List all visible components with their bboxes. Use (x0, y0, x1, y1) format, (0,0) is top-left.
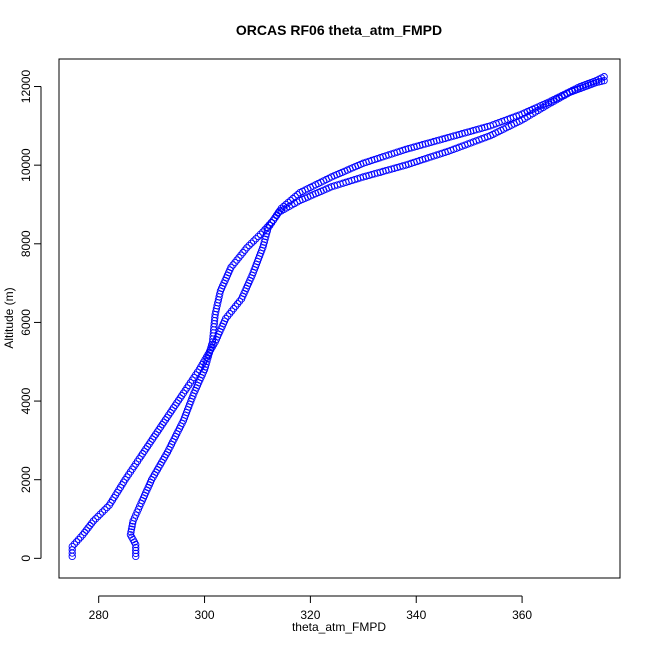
data-point (226, 309, 234, 318)
chart-title: ORCAS RF06 theta_atm_FMPD (236, 22, 442, 38)
y-axis: 0 2000 4000 6000 8000 10000 12000 (19, 70, 42, 562)
data-point (206, 346, 214, 354)
data-point (98, 508, 107, 516)
data-point (132, 546, 140, 555)
data-point (126, 531, 135, 539)
data-point (79, 531, 87, 539)
data-point (132, 552, 140, 561)
data-point (237, 251, 245, 259)
data-point (289, 194, 297, 203)
data-point (224, 312, 232, 320)
y-tick-label: 4000 (19, 387, 33, 414)
data-point (235, 297, 244, 305)
y-tick-label: 2000 (19, 466, 33, 493)
data-point (293, 190, 302, 199)
data-point (259, 244, 267, 252)
data-point (202, 360, 210, 368)
data-point (276, 207, 284, 215)
data-point (291, 192, 299, 201)
data-point (261, 235, 269, 243)
y-tick-label: 12000 (19, 70, 33, 104)
data-point (101, 506, 109, 514)
data-point (96, 510, 104, 518)
data-point (263, 223, 271, 231)
data-point (203, 357, 211, 366)
data-point (127, 528, 135, 536)
data-point (74, 535, 83, 544)
data-points (68, 73, 608, 561)
data-point (229, 305, 238, 313)
data-point (132, 549, 140, 558)
data-point (128, 522, 136, 531)
data-point (86, 521, 94, 530)
y-tick-label: 8000 (19, 230, 33, 257)
data-point (235, 253, 243, 262)
data-point (260, 238, 268, 246)
data-point (94, 512, 102, 521)
data-point (127, 525, 136, 533)
data-point (132, 543, 140, 552)
data-point (87, 519, 96, 527)
y-tick-label: 6000 (19, 309, 33, 336)
data-point (600, 73, 608, 81)
data-point (208, 341, 216, 349)
data-point (265, 221, 273, 229)
data-point (233, 300, 242, 308)
data-point (89, 517, 98, 525)
y-axis-label: Altitude (m) (2, 287, 16, 348)
data-point (231, 302, 240, 310)
data-point (80, 528, 89, 537)
data-point (82, 526, 90, 534)
x-tick-label: 320 (300, 608, 320, 622)
plot-frame (58, 58, 621, 579)
data-point (243, 244, 251, 252)
data-point (204, 354, 212, 363)
data-point (261, 225, 269, 234)
data-point (600, 76, 608, 85)
data-point (84, 524, 92, 532)
data-point (239, 248, 247, 257)
data-point (259, 241, 268, 249)
data-point (231, 258, 239, 267)
data-point (178, 391, 186, 400)
data-point (250, 237, 258, 245)
x-tick-label: 360 (512, 608, 532, 622)
data-point (70, 540, 79, 548)
data-point (252, 235, 260, 243)
data-point (241, 246, 249, 254)
x-axis-label: theta_atm_FMPD (292, 620, 386, 634)
data-point (201, 363, 209, 371)
x-tick-label: 280 (89, 608, 109, 622)
data-point (205, 349, 213, 357)
data-point (254, 232, 262, 241)
y-tick-label: 0 (19, 555, 33, 562)
x-axis: 280 300 320 340 360 (89, 595, 532, 622)
data-point (233, 256, 241, 264)
data-point (247, 239, 256, 247)
data-point (68, 542, 76, 551)
data-point (77, 533, 85, 541)
data-point (72, 538, 81, 546)
data-point (229, 261, 237, 269)
data-point (227, 263, 235, 272)
data-point (279, 202, 288, 211)
data-point (256, 230, 265, 238)
data-point (286, 196, 295, 205)
data-point (282, 200, 290, 209)
data-point (284, 198, 292, 207)
x-tick-label: 300 (195, 608, 215, 622)
data-point (259, 228, 267, 236)
data-point (277, 204, 285, 213)
x-tick-label: 340 (406, 608, 426, 622)
data-point (228, 307, 236, 315)
data-point (245, 241, 253, 250)
data-point (103, 503, 111, 512)
data-point (92, 515, 100, 523)
data-point (222, 314, 230, 323)
data-point (267, 218, 275, 227)
data-point (207, 343, 215, 352)
y-tick-label: 10000 (19, 148, 33, 182)
